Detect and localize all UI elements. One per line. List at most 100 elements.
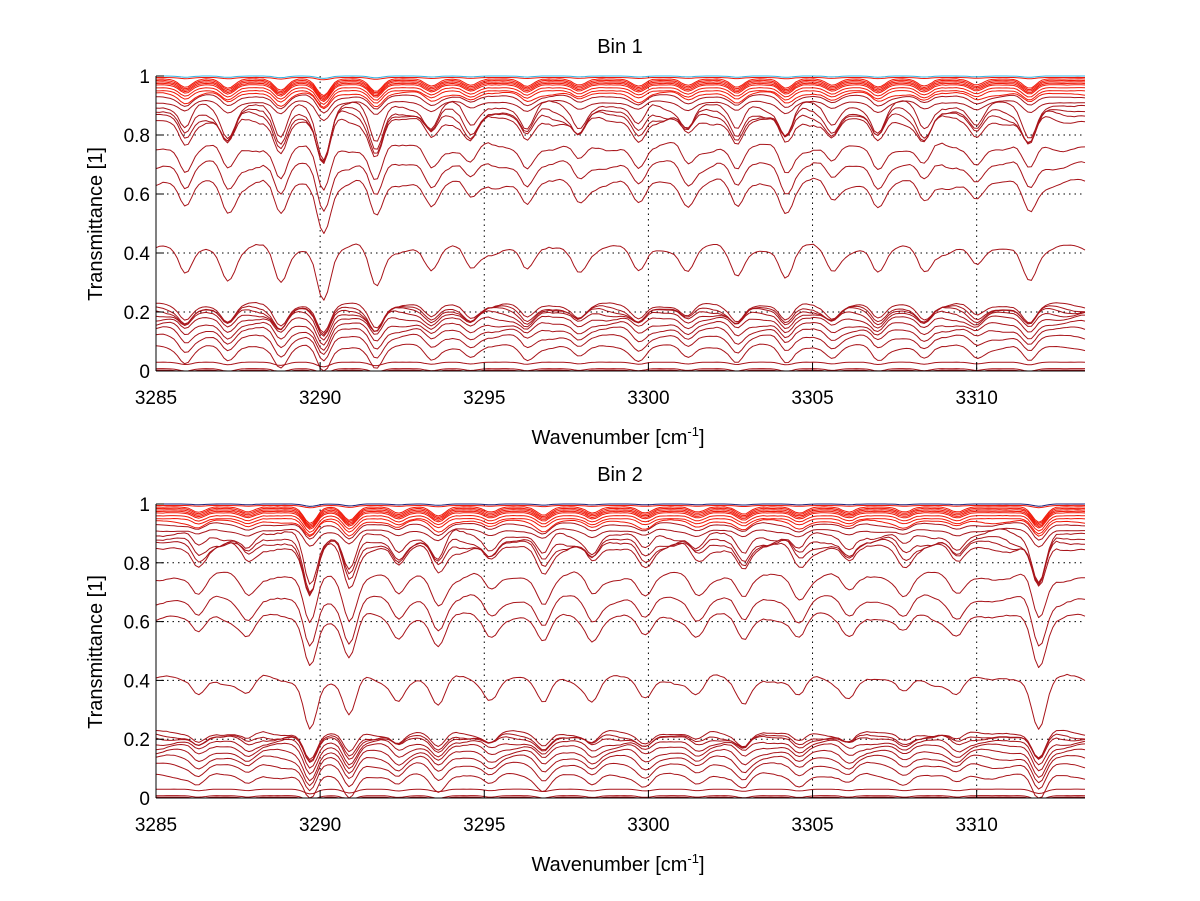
series-line bbox=[155, 100, 1086, 161]
series-line bbox=[156, 504, 1086, 509]
series-curves bbox=[155, 503, 1086, 799]
y-tick-label: 0.6 bbox=[124, 185, 150, 206]
y-tick-label: 0.4 bbox=[124, 244, 151, 265]
chart-title: Bin 2 bbox=[597, 464, 643, 486]
x-tick-label: 3310 bbox=[956, 815, 998, 836]
x-tick-label: 3290 bbox=[299, 815, 341, 836]
y-tick-label: 1 bbox=[139, 67, 150, 88]
series-line bbox=[156, 519, 1086, 538]
series-line bbox=[155, 243, 1086, 301]
series-line bbox=[156, 507, 1086, 526]
grid-lines bbox=[156, 504, 1085, 798]
series-line bbox=[155, 310, 1086, 341]
series-line bbox=[155, 142, 1086, 191]
chart-panel-bin-1: Bin 1 3285 3290 3295 3300 3305 3310 0 0.2 0.4 0.… bbox=[85, 36, 1086, 449]
x-tick-label: 3305 bbox=[791, 388, 833, 409]
x-tick-label: 3285 bbox=[135, 388, 177, 409]
series-line bbox=[155, 733, 1086, 762]
series-line bbox=[155, 734, 1086, 763]
series-line bbox=[155, 772, 1086, 799]
series-line bbox=[155, 177, 1086, 234]
series-line bbox=[156, 518, 1086, 536]
series-line bbox=[155, 542, 1086, 597]
series-line bbox=[156, 788, 1085, 795]
y-tick-label: 0.2 bbox=[124, 730, 150, 751]
x-tick-label: 3300 bbox=[627, 815, 669, 836]
series-line bbox=[155, 84, 1086, 102]
series-line bbox=[155, 368, 1085, 372]
series-line bbox=[155, 82, 1086, 101]
y-axis-label: Transmittance [1] bbox=[85, 575, 107, 729]
series-line bbox=[156, 509, 1086, 527]
series-line bbox=[155, 305, 1086, 336]
series-line bbox=[155, 110, 1086, 163]
series-line bbox=[155, 100, 1085, 122]
series-line bbox=[155, 522, 1086, 541]
series-line bbox=[155, 306, 1086, 337]
series-line bbox=[155, 512, 1086, 530]
series-line bbox=[155, 326, 1086, 355]
x-tick-labels: 3285 3290 3295 3300 3305 3310 bbox=[135, 815, 998, 836]
series-line bbox=[155, 314, 1085, 346]
x-tick-label: 3295 bbox=[463, 388, 505, 409]
series-line bbox=[155, 78, 1086, 97]
series-line bbox=[155, 79, 1086, 98]
y-tick-labels: 0 0.2 0.4 0.6 0.8 1 bbox=[124, 67, 151, 383]
series-curves bbox=[155, 75, 1086, 372]
series-line bbox=[155, 527, 1085, 548]
series-line bbox=[155, 739, 1086, 769]
series-line bbox=[155, 729, 1086, 761]
y-tick-label: 0.8 bbox=[124, 126, 150, 147]
series-line bbox=[156, 94, 1086, 114]
chart-panel-bin-2: Bin 2 3285 3290 3295 3300 3305 3310 0 0.2 0.4 0.… bbox=[85, 464, 1086, 876]
x-tick-labels: 3285 3290 3295 3300 3305 3310 bbox=[135, 388, 998, 409]
y-axis-label: Transmittance [1] bbox=[85, 147, 107, 301]
series-line bbox=[155, 571, 1085, 624]
series-line bbox=[155, 81, 1086, 99]
y-tick-label: 0.6 bbox=[124, 613, 150, 634]
y-tick-labels: 0 0.2 0.4 0.6 0.8 1 bbox=[124, 495, 151, 810]
series-line bbox=[155, 528, 1086, 585]
x-tick-label: 3310 bbox=[956, 388, 998, 409]
series-line bbox=[155, 673, 1086, 730]
series-line bbox=[156, 76, 1085, 81]
series-line bbox=[156, 361, 1086, 368]
axes bbox=[155, 503, 1085, 799]
x-tick-label: 3305 bbox=[791, 815, 833, 836]
series-line bbox=[156, 503, 1085, 507]
x-tick-label: 3295 bbox=[463, 815, 505, 836]
y-tick-label: 1 bbox=[139, 495, 150, 516]
x-tick-label: 3300 bbox=[627, 388, 669, 409]
y-tick-label: 0 bbox=[139, 362, 150, 383]
series-line bbox=[156, 536, 1086, 594]
series-line bbox=[156, 75, 1085, 79]
series-line bbox=[156, 90, 1086, 108]
series-line bbox=[155, 91, 1086, 110]
x-tick-label: 3285 bbox=[135, 815, 177, 836]
series-line bbox=[156, 87, 1086, 105]
x-axis-label: Wavenumber [cm-1] bbox=[531, 851, 704, 876]
x-axis-label: Wavenumber [cm-1] bbox=[531, 424, 704, 449]
series-line bbox=[155, 594, 1086, 647]
series-line bbox=[155, 343, 1086, 372]
series-line bbox=[155, 319, 1086, 351]
series-line bbox=[156, 761, 1086, 792]
y-tick-label: 0.4 bbox=[124, 671, 151, 692]
axes bbox=[155, 75, 1085, 372]
series-line bbox=[155, 333, 1086, 362]
series-line bbox=[155, 742, 1086, 775]
series-line bbox=[155, 515, 1085, 533]
y-tick-label: 0.8 bbox=[124, 554, 150, 575]
series-line bbox=[155, 754, 1086, 787]
series-line bbox=[156, 115, 1086, 164]
x-tick-label: 3290 bbox=[299, 388, 341, 409]
y-tick-label: 0.2 bbox=[124, 303, 150, 324]
series-line bbox=[155, 506, 1086, 524]
series-line bbox=[156, 510, 1086, 529]
chart-title: Bin 1 bbox=[597, 36, 643, 58]
y-tick-label: 0 bbox=[139, 789, 150, 810]
series-line bbox=[155, 748, 1086, 782]
series-line bbox=[155, 612, 1086, 669]
series-line bbox=[155, 160, 1086, 212]
